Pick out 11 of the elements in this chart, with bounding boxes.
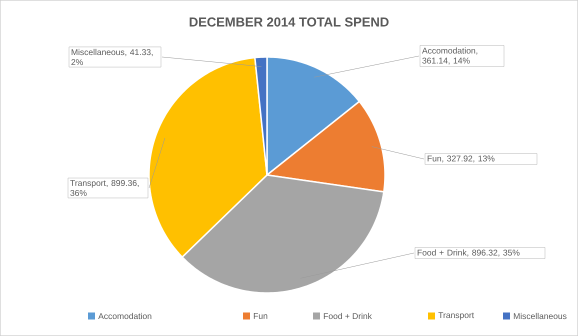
legend-label: Transport: [438, 312, 474, 320]
legend-label: Miscellaneous: [514, 312, 567, 320]
data-label: Accomodation, 361.14, 14%: [422, 47, 478, 65]
legend-label: Food + Drink: [324, 312, 372, 320]
data-label: Fun, 327.92, 13%: [428, 156, 494, 162]
data-label: Food + Drink, 896.32, 35%: [418, 249, 520, 257]
legend-label: Accomodation: [98, 312, 152, 320]
data-label: Miscellaneous, 41.33, 2%: [71, 48, 153, 66]
chart-title: DECEMBER 2014 TOTAL SPEND: [190, 17, 389, 27]
data-label: Transport, 899.36, 36%: [70, 180, 139, 196]
legend-label: Fun: [254, 313, 268, 319]
